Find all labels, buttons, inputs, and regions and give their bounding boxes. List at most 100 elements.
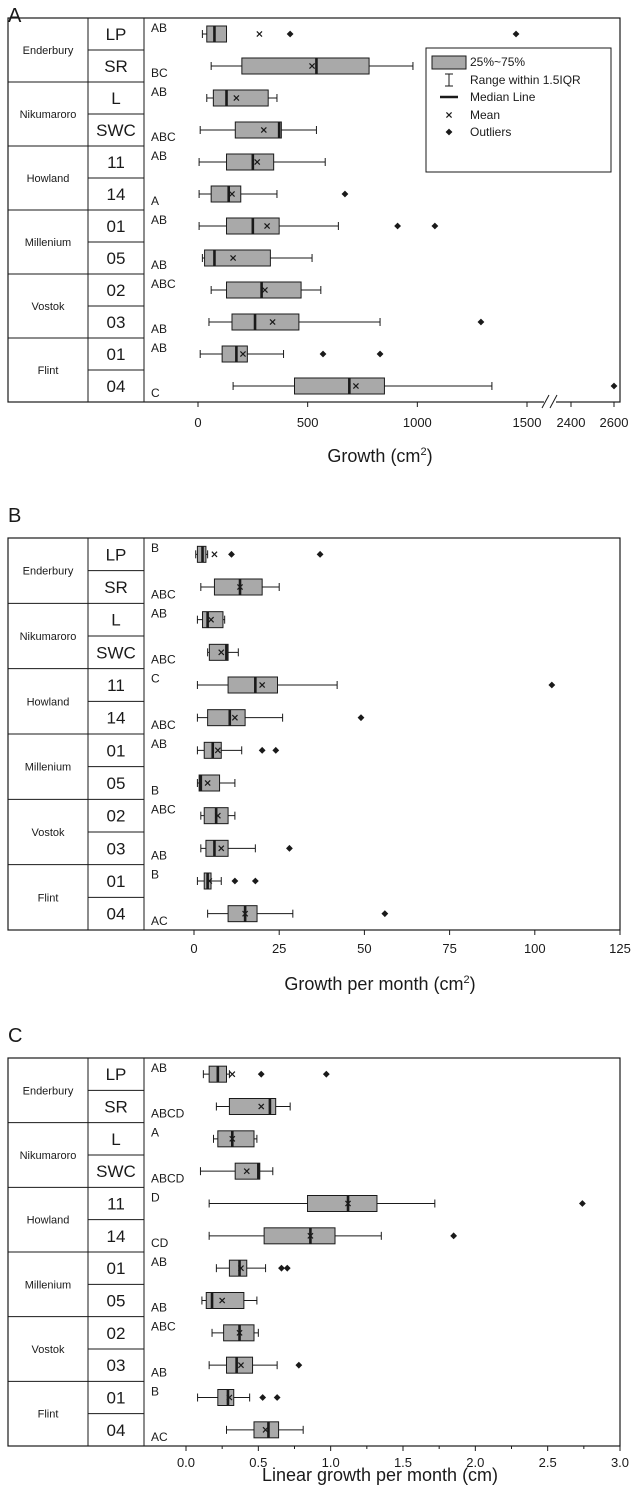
significance-letters: CD: [151, 1236, 169, 1250]
iqr-box: [241, 57, 370, 75]
significance-letters: AB: [151, 213, 167, 227]
panel-label: A: [8, 5, 22, 27]
significance-letters: C: [151, 386, 160, 400]
island-label: Nikumaroro: [20, 109, 77, 121]
iqr-box: [227, 676, 278, 694]
x-axis-label-tail: ): [470, 974, 476, 994]
outlier-point: [477, 318, 485, 326]
site-label: SWC: [96, 121, 136, 140]
mean-marker: [259, 681, 266, 689]
iqr-box: [226, 153, 275, 171]
iqr-box: [217, 1389, 235, 1406]
significance-letters: ABC: [151, 802, 176, 816]
outlier-point: [286, 30, 294, 38]
x-tick-label: 2400: [557, 415, 586, 430]
outlier-point: [228, 550, 235, 558]
significance-letters: BC: [151, 66, 168, 80]
legend-entry-label: Range within 1.5IQR: [470, 73, 581, 87]
significance-letters: AB: [151, 606, 167, 620]
outlier-point: [450, 1232, 458, 1240]
site-label: 01: [107, 1259, 126, 1278]
mean-marker: [230, 254, 237, 262]
mean-marker: [233, 94, 240, 102]
site-label: 03: [107, 1356, 126, 1375]
mean-marker: [256, 30, 263, 38]
significance-letters: AB: [151, 341, 167, 355]
outlier-point: [394, 222, 401, 230]
mean-marker: [307, 1232, 314, 1239]
island-label: Flint: [38, 892, 59, 904]
significance-letters: ABC: [151, 1320, 176, 1334]
site-label: SWC: [96, 1162, 136, 1181]
island-label: Vostok: [31, 301, 65, 313]
mean-marker: [229, 1135, 236, 1142]
outlier-point: [357, 714, 365, 722]
mean-marker: [269, 318, 276, 326]
significance-letters: B: [151, 1384, 159, 1398]
mean-marker: [260, 126, 267, 134]
outlier-point: [257, 1070, 265, 1078]
island-label: Nikumaroro: [20, 631, 77, 643]
site-label: 01: [107, 872, 126, 891]
iqr-box: [263, 1227, 336, 1245]
outlier-point: [578, 1200, 586, 1207]
outlier-point: [512, 30, 520, 38]
mean-marker: [264, 222, 271, 230]
mean-marker: [219, 1297, 226, 1304]
site-label: 03: [107, 313, 126, 332]
iqr-box: [208, 643, 229, 661]
outlier-point: [431, 222, 439, 230]
outlier-point: [273, 1394, 281, 1401]
site-label: SR: [104, 578, 128, 597]
mean-marker: [231, 714, 238, 721]
mean-marker: [254, 158, 261, 166]
x-tick-label: 2.5: [539, 1455, 557, 1470]
site-label: 02: [107, 807, 126, 826]
outlier-point: [381, 910, 389, 918]
significance-letters: AB: [151, 849, 167, 863]
significance-letters: ABC: [151, 587, 176, 601]
mean-marker: [214, 812, 221, 819]
significance-letters: AB: [151, 737, 167, 751]
significance-letters: AB: [151, 322, 167, 336]
mean-marker: [352, 382, 359, 390]
mean-marker: [237, 1362, 244, 1369]
island-label: Enderbury: [23, 566, 74, 578]
island-label: Flint: [38, 365, 59, 377]
iqr-box: [307, 1195, 378, 1212]
mean-marker: [242, 910, 249, 917]
panel-label: B: [8, 505, 21, 527]
x-axis-label-superscript: 2: [420, 446, 426, 458]
iqr-box: [226, 1356, 254, 1374]
outlier-point: [610, 382, 618, 390]
x-tick-label: 3.0: [611, 1455, 629, 1470]
site-label: 04: [107, 905, 126, 924]
site-label: 02: [107, 1324, 126, 1343]
mean-marker: [236, 1329, 243, 1336]
x-axis-label-main: Growth (cm: [327, 446, 420, 466]
significance-letters: D: [151, 1190, 160, 1204]
significance-letters: B: [151, 783, 159, 797]
significance-letters: AB: [151, 1061, 167, 1075]
x-tick-label: 1000: [403, 415, 432, 430]
mean-marker: [229, 1071, 236, 1078]
x-tick-label: 2.0: [466, 1455, 484, 1470]
significance-letters: AB: [151, 258, 167, 272]
site-label: 04: [107, 377, 126, 396]
mean-marker: [345, 1200, 352, 1207]
significance-letters: AB: [151, 85, 167, 99]
x-tick-label: 2600: [600, 415, 629, 430]
site-label: SR: [104, 1098, 128, 1117]
x-axis-label-superscript: 2: [463, 974, 469, 986]
x-axis-label-main: Linear growth per month (cm): [262, 1465, 498, 1485]
iqr-box: [205, 839, 229, 857]
x-tick-label: 1500: [513, 415, 542, 430]
outlier-point: [272, 746, 280, 754]
site-label: 11: [107, 676, 125, 695]
island-label: Flint: [38, 1409, 59, 1421]
outlier-point: [258, 746, 266, 754]
significance-letters: ABC: [151, 277, 176, 291]
